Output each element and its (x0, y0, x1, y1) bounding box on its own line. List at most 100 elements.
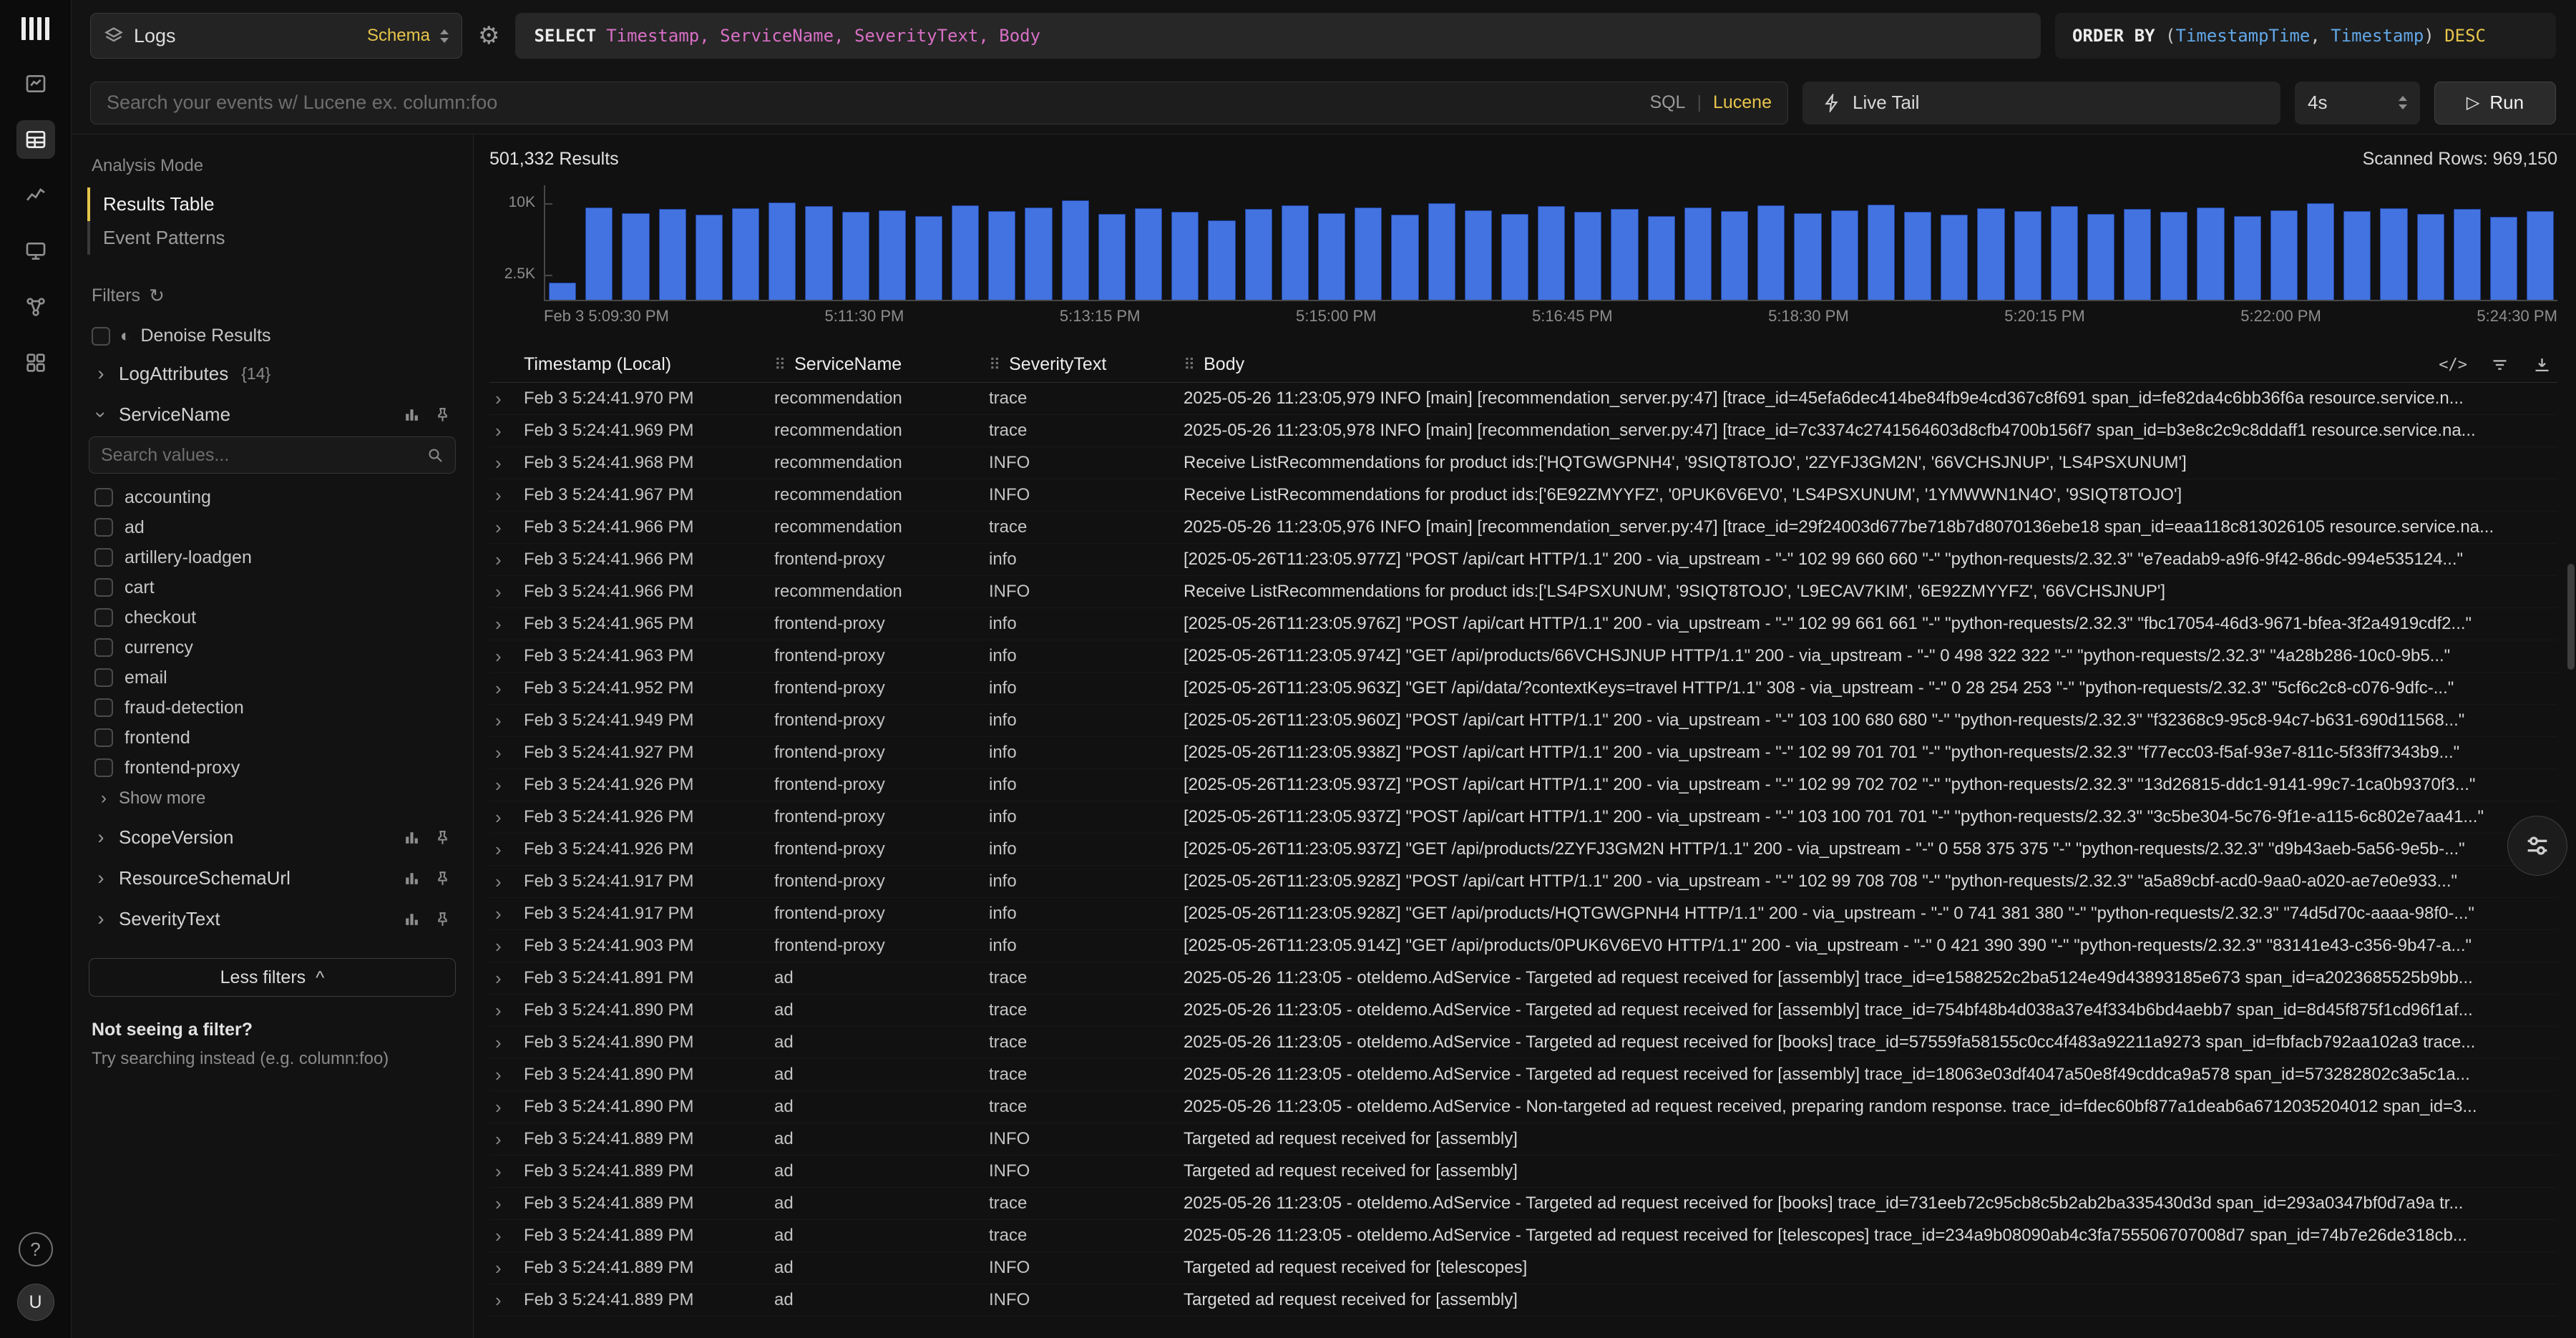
service-filter-option[interactable]: checkout (87, 602, 457, 633)
row-expand-chevron[interactable]: › (495, 741, 502, 763)
user-avatar[interactable]: U (16, 1284, 54, 1321)
row-expand-chevron[interactable]: › (495, 1160, 502, 1182)
histogram-bar[interactable] (731, 208, 760, 300)
table-row[interactable]: › Feb 3 5:24:41.889 PM ad INFO Targeted … (489, 1284, 2557, 1317)
histogram-bar[interactable] (2014, 211, 2041, 300)
chart-explorer-icon[interactable] (16, 176, 55, 215)
histogram-bar[interactable] (1684, 207, 1712, 300)
histogram-bar[interactable] (1574, 212, 1602, 300)
service-filter-option[interactable]: email (87, 663, 457, 693)
live-tail-button[interactable]: Live Tail (1802, 81, 2280, 124)
row-expand-chevron[interactable]: › (495, 838, 502, 860)
table-row[interactable]: › Feb 3 5:24:41.966 PM recommendation tr… (489, 512, 2557, 544)
filter-group-servicename[interactable]: › ServiceName (87, 394, 457, 435)
histogram-bar[interactable] (549, 283, 577, 300)
apps-grid-icon[interactable] (16, 343, 55, 382)
row-expand-chevron[interactable]: › (495, 645, 502, 667)
floating-settings-button[interactable] (2507, 816, 2567, 876)
table-row[interactable]: › Feb 3 5:24:41.890 PM ad trace 2025-05-… (489, 1027, 2557, 1059)
code-view-icon[interactable]: </> (2439, 356, 2467, 373)
histogram-bar[interactable] (769, 202, 796, 300)
checkbox[interactable] (94, 548, 113, 567)
bar-chart-icon[interactable] (403, 406, 421, 424)
search-input[interactable] (107, 92, 1639, 114)
histogram-bar[interactable] (1098, 214, 1126, 300)
checkbox[interactable] (94, 758, 113, 777)
service-filter-option[interactable]: currency (87, 633, 457, 663)
table-row[interactable]: › Feb 3 5:24:41.965 PM frontend-proxy in… (489, 608, 2557, 640)
histogram-bar[interactable] (914, 216, 943, 300)
table-row[interactable]: › Feb 3 5:24:41.917 PM frontend-proxy in… (489, 866, 2557, 898)
row-expand-chevron[interactable]: › (495, 999, 502, 1021)
histogram-bar[interactable] (1830, 210, 1858, 300)
pin-icon[interactable] (434, 406, 452, 424)
pin-icon[interactable] (434, 829, 452, 846)
histogram-bar[interactable] (2453, 209, 2481, 300)
mode-toggle-sql[interactable]: SQL (1649, 92, 1686, 112)
histogram-bar[interactable] (1867, 205, 1895, 300)
table-row[interactable]: › Feb 3 5:24:41.966 PM recommendation IN… (489, 576, 2557, 608)
histogram-bar[interactable] (1061, 200, 1089, 300)
row-expand-chevron[interactable]: › (495, 516, 502, 538)
service-filter-option[interactable]: frontend-proxy (87, 753, 457, 783)
row-expand-chevron[interactable]: › (495, 773, 502, 796)
histogram-bar[interactable] (2307, 203, 2335, 300)
checkbox[interactable] (92, 326, 110, 346)
mode-toggle-lucene[interactable]: Lucene (1712, 92, 1772, 112)
checkbox[interactable] (94, 638, 113, 657)
histogram-bar[interactable] (1428, 203, 1455, 300)
table-row[interactable]: › Feb 3 5:24:41.966 PM frontend-proxy in… (489, 544, 2557, 576)
table-row[interactable]: › Feb 3 5:24:41.952 PM frontend-proxy in… (489, 673, 2557, 705)
show-more-button[interactable]: › Show more (96, 788, 457, 809)
row-expand-chevron[interactable]: › (495, 709, 502, 731)
bar-chart-icon[interactable] (403, 910, 421, 928)
histogram-bar[interactable] (1208, 220, 1236, 300)
drag-handle-icon[interactable]: ⠿ (1184, 355, 1196, 373)
checkbox[interactable] (94, 728, 113, 747)
histogram-bar[interactable] (1355, 207, 1382, 300)
filter-group-resourceschemaurl[interactable]: › ResourceSchemaUrl (87, 858, 457, 899)
histogram-bar[interactable] (1794, 213, 1822, 300)
service-filter-option[interactable]: cart (87, 572, 457, 602)
drag-handle-icon[interactable]: ⠿ (989, 355, 1001, 373)
histogram-bar[interactable] (988, 211, 1016, 300)
histogram-bar[interactable] (1903, 212, 1932, 300)
mode-event-patterns[interactable]: Event Patterns (87, 221, 457, 255)
bar-chart-icon[interactable] (403, 869, 421, 887)
table-row[interactable]: › Feb 3 5:24:41.891 PM ad trace 2025-05-… (489, 962, 2557, 995)
column-header-timestamp[interactable]: Timestamp (Local) (524, 354, 774, 375)
row-expand-chevron[interactable]: › (495, 612, 502, 635)
service-filter-option[interactable]: accounting (87, 482, 457, 512)
histogram-bar[interactable] (1611, 209, 1639, 300)
table-row[interactable]: › Feb 3 5:24:41.889 PM ad INFO Targeted … (489, 1123, 2557, 1156)
search-explorer-icon[interactable] (16, 64, 55, 103)
histogram-bar[interactable] (841, 212, 869, 300)
row-expand-chevron[interactable]: › (495, 967, 502, 989)
column-header-severitytext[interactable]: ⠿ SeverityText (989, 354, 1184, 375)
service-filter-option[interactable]: fraud-detection (87, 693, 457, 723)
histogram-bar[interactable] (2233, 216, 2261, 300)
order-by-editor[interactable]: ORDER BY (TimestampTime, Timestamp) DESC (2055, 13, 2556, 59)
results-table-icon[interactable] (16, 120, 55, 159)
histogram-bar[interactable] (805, 206, 833, 300)
histogram-bar[interactable] (878, 210, 906, 300)
row-expand-chevron[interactable]: › (495, 677, 502, 699)
row-expand-chevron[interactable]: › (495, 1192, 502, 1214)
source-selector[interactable]: Logs Schema (90, 13, 462, 59)
table-row[interactable]: › Feb 3 5:24:41.926 PM frontend-proxy in… (489, 801, 2557, 834)
histogram-bar[interactable] (1977, 208, 2005, 300)
histogram-bar[interactable] (1647, 216, 1675, 300)
histogram-bar[interactable] (1391, 215, 1419, 300)
help-button[interactable]: ? (18, 1232, 53, 1266)
histogram-bar[interactable] (2416, 214, 2444, 300)
row-expand-chevron[interactable]: › (495, 1095, 502, 1118)
row-expand-chevron[interactable]: › (495, 1256, 502, 1279)
row-expand-chevron[interactable]: › (495, 934, 502, 957)
checkbox[interactable] (94, 668, 113, 687)
column-header-body[interactable]: ⠿ Body (1184, 354, 2557, 375)
table-row[interactable]: › Feb 3 5:24:41.969 PM recommendation tr… (489, 415, 2557, 447)
row-expand-chevron[interactable]: › (495, 870, 502, 892)
row-expand-chevron[interactable]: › (495, 1063, 502, 1085)
dashboards-icon[interactable] (16, 232, 55, 270)
checkbox[interactable] (94, 488, 113, 507)
